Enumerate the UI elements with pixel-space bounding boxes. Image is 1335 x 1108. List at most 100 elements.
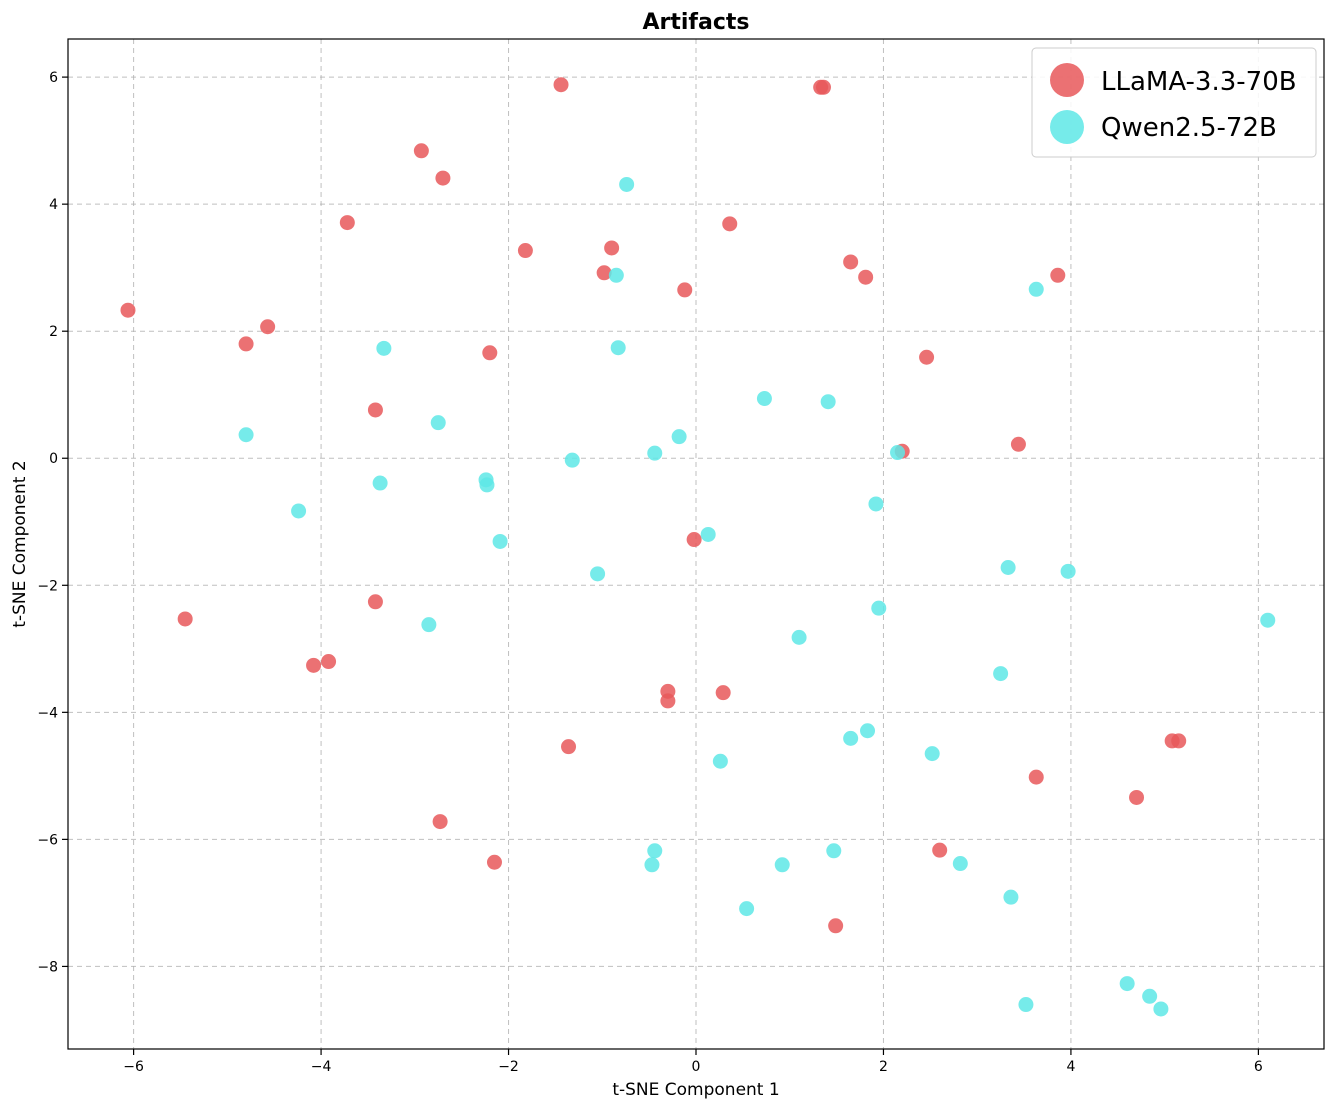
llama-point (435, 170, 451, 186)
legend: LLaMA-3.3-70B Qwen2.5-72B (1031, 47, 1317, 158)
qwen-point (712, 753, 728, 769)
llama-point (1028, 769, 1044, 785)
legend-marker-qwen (1050, 110, 1084, 144)
qwen-point (871, 600, 887, 616)
qwen-point (843, 730, 859, 746)
qwen-point (993, 666, 1009, 682)
llama-point (553, 77, 569, 93)
llama-point (604, 240, 620, 256)
x-tick-label: 2 (879, 1059, 888, 1075)
y-tick-label: −2 (37, 578, 58, 594)
legend-box (1031, 47, 1317, 158)
qwen-point (924, 746, 940, 762)
qwen-point (820, 394, 836, 410)
y-tick-label: 0 (49, 451, 58, 467)
llama-point (596, 265, 612, 281)
llama-point (120, 302, 136, 318)
llama-point (321, 654, 337, 670)
qwen-point (952, 856, 968, 872)
llama-point (177, 611, 193, 627)
qwen-point (791, 629, 807, 645)
qwen-point (492, 533, 508, 549)
y-tick-label: −8 (37, 959, 58, 975)
x-tick-label: 4 (1066, 1059, 1075, 1075)
chart-title: Artifacts (642, 10, 749, 35)
llama-point (1129, 789, 1145, 805)
llama-point (413, 143, 429, 159)
data-points (120, 77, 1276, 1017)
qwen-point (1260, 612, 1276, 628)
llama-point (660, 693, 676, 709)
llama-point (367, 402, 383, 418)
qwen-point (619, 176, 635, 192)
qwen-point (756, 391, 772, 407)
llama-point (715, 685, 731, 701)
llama-point (828, 918, 844, 934)
llama-point (238, 336, 254, 352)
llama-point (677, 282, 693, 298)
qwen-point (1000, 560, 1016, 576)
qwen-point (890, 445, 906, 461)
llama-point (517, 243, 533, 259)
llama-point (722, 216, 738, 232)
qwen-point (1028, 281, 1044, 297)
x-tick-label: −2 (498, 1059, 519, 1075)
qwen-point (372, 475, 388, 491)
qwen-point (564, 452, 580, 468)
qwen-point (590, 566, 606, 582)
llama-point (561, 739, 577, 755)
qwen-point (774, 857, 790, 873)
x-tick-label: −6 (123, 1059, 144, 1075)
llama-point (260, 319, 276, 335)
llama-point (843, 254, 859, 270)
qwen-point (671, 429, 687, 445)
legend-label-llama: LLaMA-3.3-70B (1101, 67, 1297, 97)
llama-point (367, 594, 383, 610)
llama-point (919, 349, 935, 365)
llama-point (1050, 267, 1066, 283)
llama-point (482, 345, 498, 361)
x-tick-label: 6 (1254, 1059, 1263, 1075)
legend-marker-llama (1050, 63, 1084, 97)
qwen-point (421, 617, 437, 633)
qwen-point (1119, 976, 1135, 992)
plot-frame (67, 38, 1325, 1050)
qwen-point (826, 843, 842, 859)
y-tick-label: −6 (37, 832, 58, 848)
y-tick-label: 6 (49, 70, 58, 86)
y-axis-label: t-SNE Component 2 (10, 460, 30, 627)
qwen-point (1142, 988, 1158, 1004)
y-tick-label: 4 (49, 197, 58, 213)
llama-point (815, 79, 831, 95)
llama-point (432, 814, 448, 830)
qwen-point (610, 340, 626, 356)
y-tick-label: 2 (49, 324, 58, 340)
llama-point (1171, 733, 1187, 749)
qwen-point (1060, 563, 1076, 579)
x-tick-label: 0 (692, 1059, 701, 1075)
qwen-point (1153, 1001, 1169, 1017)
qwen-point (1003, 889, 1019, 905)
qwen-point (739, 901, 755, 917)
x-axis-label: t-SNE Component 1 (612, 1080, 779, 1100)
qwen-point (644, 857, 660, 873)
qwen-point (647, 445, 663, 461)
llama-point (858, 269, 874, 285)
llama-point (486, 854, 502, 870)
qwen-point (868, 496, 884, 512)
qwen-point (860, 723, 876, 739)
x-tick-label: −4 (311, 1059, 332, 1075)
axis-ticks: −6 −4 −2 0 2 4 6 −8 −6 −4 −2 0 2 4 6 (37, 70, 1263, 1075)
llama-point (686, 532, 702, 548)
llama-point (306, 657, 322, 673)
qwen-point (238, 427, 254, 443)
y-tick-label: −4 (37, 705, 58, 721)
qwen-point (479, 477, 495, 493)
llama-point (339, 215, 355, 231)
qwen-point (291, 503, 307, 519)
qwen-point (700, 526, 716, 542)
qwen-point (608, 267, 624, 283)
qwen-point (1018, 997, 1034, 1013)
qwen-point (376, 340, 392, 356)
legend-label-qwen: Qwen2.5-72B (1101, 113, 1277, 143)
